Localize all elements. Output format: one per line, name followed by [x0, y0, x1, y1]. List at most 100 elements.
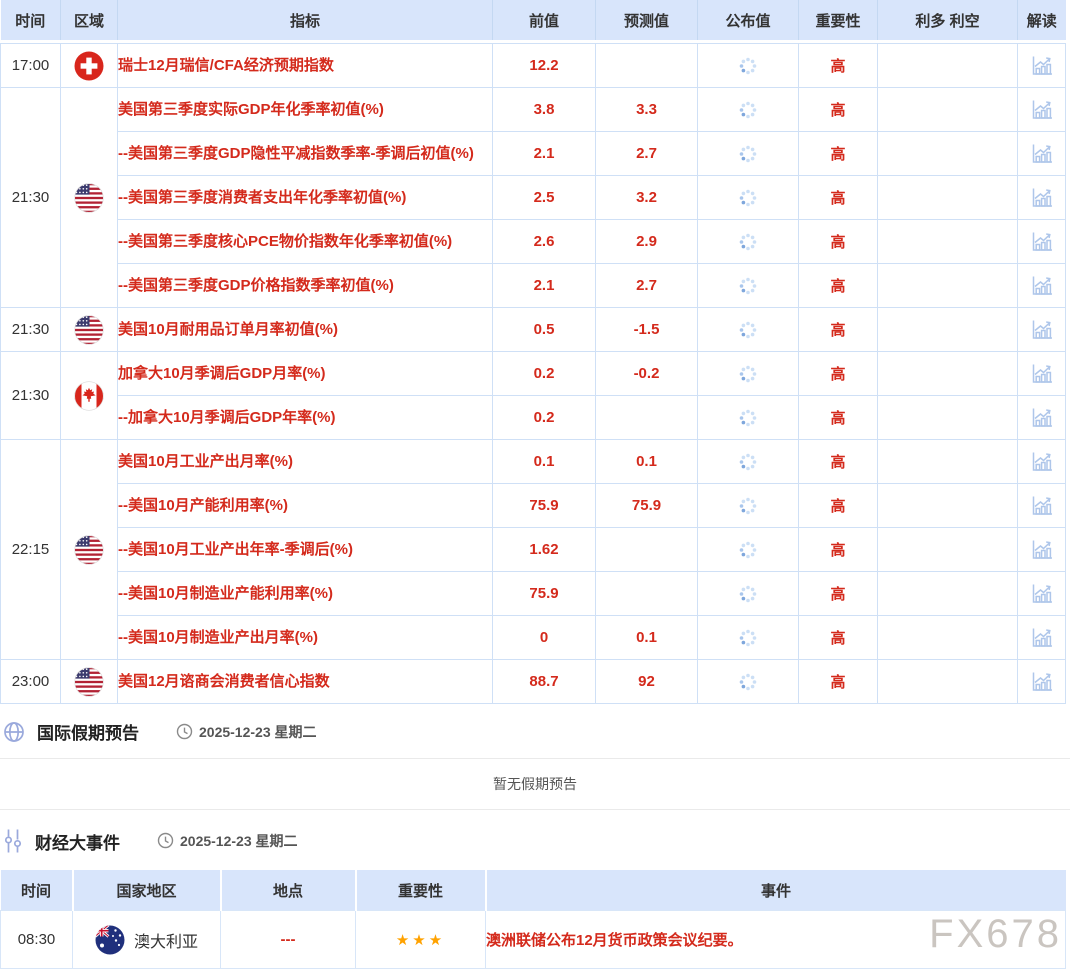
events-col-header-0: 时间: [0, 870, 73, 911]
loading-spinner-icon: [697, 527, 799, 572]
importance-badge: 高: [798, 219, 878, 264]
interpretation-chart-icon[interactable]: [1017, 483, 1066, 528]
usa-flag-icon: [60, 439, 118, 660]
interpretation-chart-icon[interactable]: [1017, 87, 1066, 132]
forecast-value: 2.9: [595, 219, 698, 264]
interpretation-chart-icon[interactable]: [1017, 219, 1066, 264]
calendar-row: --美国第三季度GDP隐性平减指数季率-季调后初值(%) 2.1 2.7 高: [1, 131, 1066, 176]
indicator-cell[interactable]: 美国12月谘商会消费者信心指数: [117, 659, 493, 704]
forecast-value: [595, 43, 698, 88]
importance-stars: ★★★: [355, 910, 486, 969]
bullish-bearish-cell: [877, 395, 1018, 440]
indicator-cell[interactable]: --美国10月制造业产能利用率(%): [117, 571, 493, 616]
calendar-col-header-2: 指标: [117, 0, 493, 40]
time-cell: 22:15: [0, 439, 61, 660]
holiday-section-date: 2025-12-23 星期二: [176, 722, 317, 742]
canada-flag-icon: [60, 351, 118, 440]
previous-value: 0.2: [492, 395, 596, 440]
interpretation-chart-icon[interactable]: [1017, 351, 1066, 396]
indicator-cell[interactable]: --美国10月产能利用率(%): [117, 483, 493, 528]
forecast-value: -1.5: [595, 307, 698, 352]
calendar-row: 21:30 加拿大10月季调后GDP月率(%) 0.2 -0.2 高: [0, 351, 1066, 440]
event-time-cell: 08:30: [0, 910, 73, 969]
importance-badge: 高: [798, 615, 878, 660]
holiday-section-header: 国际假期预告 2025-12-23 星期二: [0, 704, 1070, 759]
interpretation-chart-icon[interactable]: [1017, 659, 1066, 704]
forecast-value: 92: [595, 659, 698, 704]
bullish-bearish-cell: [877, 439, 1018, 484]
importance-badge: 高: [798, 571, 878, 616]
loading-spinner-icon: [697, 263, 799, 308]
indicator-cell[interactable]: --美国10月制造业产出月率(%): [117, 615, 493, 660]
bullish-bearish-cell: [877, 351, 1018, 396]
interpretation-chart-icon[interactable]: [1017, 43, 1066, 88]
indicator-cell[interactable]: --美国10月工业产出年率-季调后(%): [117, 527, 493, 572]
events-header-row: 时间 国家地区 地点 重要性 事件: [0, 870, 1066, 911]
previous-value: 75.9: [492, 571, 596, 616]
calendar-row: --美国10月制造业产能利用率(%) 75.9 高: [1, 571, 1066, 616]
indicator-cell[interactable]: --美国第三季度核心PCE物价指数年化季率初值(%): [117, 219, 493, 264]
loading-spinner-icon: [697, 219, 799, 264]
loading-spinner-icon: [697, 439, 799, 484]
previous-value: 0.2: [492, 351, 596, 396]
event-description[interactable]: 澳洲联储公布12月货币政策会议纪要。: [485, 910, 1066, 969]
loading-spinner-icon: [697, 483, 799, 528]
switzerland-flag-icon: [60, 43, 118, 88]
bullish-bearish-cell: [877, 659, 1018, 704]
calendar-col-header-0: 时间: [0, 0, 61, 40]
indicator-cell[interactable]: --美国第三季度GDP隐性平减指数季率-季调后初值(%): [117, 131, 493, 176]
interpretation-chart-icon[interactable]: [1017, 395, 1066, 440]
indicator-cell[interactable]: 美国10月工业产出月率(%): [117, 439, 493, 484]
events-col-header-2: 地点: [219, 870, 356, 911]
indicator-cell[interactable]: --美国第三季度GDP价格指数季率初值(%): [117, 263, 493, 308]
importance-badge: 高: [798, 439, 878, 484]
loading-spinner-icon: [697, 87, 799, 132]
bullish-bearish-cell: [877, 307, 1018, 352]
indicator-cell[interactable]: --美国第三季度消费者支出年化季率初值(%): [117, 175, 493, 220]
previous-value: 0: [492, 615, 596, 660]
indicator-cell[interactable]: --加拿大10月季调后GDP年率(%): [117, 395, 493, 440]
interpretation-chart-icon[interactable]: [1017, 263, 1066, 308]
interpretation-chart-icon[interactable]: [1017, 131, 1066, 176]
events-col-header-3: 重要性: [354, 870, 486, 911]
forecast-value: [595, 527, 698, 572]
calendar-col-header-8: 解读: [1017, 0, 1066, 40]
events-table: 时间 国家地区 地点 重要性 事件 08:30 澳大利亚 --- ★★★ 澳洲联储公布12月货…: [0, 870, 1066, 969]
bullish-bearish-cell: [877, 615, 1018, 660]
indicator-cell[interactable]: 瑞士12月瑞信/CFA经济预期指数: [117, 43, 493, 88]
holiday-date-text: 2025-12-23 星期二: [199, 723, 317, 740]
loading-spinner-icon: [697, 615, 799, 660]
forecast-value: -0.2: [595, 351, 698, 396]
events-col-header-4: 事件: [484, 870, 1066, 911]
forecast-value: 75.9: [595, 483, 698, 528]
calendar-col-header-1: 区域: [60, 0, 118, 40]
loading-spinner-icon: [697, 307, 799, 352]
calendar-row: 21:30 美国第三季度实际GDP年化季率初值(%) 3.8 3.3 高: [0, 87, 1066, 308]
interpretation-chart-icon[interactable]: [1017, 307, 1066, 352]
event-row: 08:30 澳大利亚 --- ★★★ 澳洲联储公布12月货币政策会议纪要。: [0, 910, 1066, 969]
events-section-date: 2025-12-23 星期二: [157, 831, 298, 851]
usa-flag-icon: [60, 307, 118, 352]
importance-badge: 高: [798, 307, 878, 352]
loading-spinner-icon: [697, 175, 799, 220]
australia-flag-icon: [95, 925, 125, 955]
interpretation-chart-icon[interactable]: [1017, 571, 1066, 616]
importance-badge: 高: [798, 483, 878, 528]
interpretation-chart-icon[interactable]: [1017, 175, 1066, 220]
indicator-cell[interactable]: 美国10月耐用品订单月率初值(%): [117, 307, 493, 352]
bullish-bearish-cell: [877, 483, 1018, 528]
importance-badge: 高: [798, 351, 878, 396]
interpretation-chart-icon[interactable]: [1017, 527, 1066, 572]
clock-icon: [176, 723, 193, 741]
interpretation-chart-icon[interactable]: [1017, 615, 1066, 660]
bullish-bearish-cell: [877, 263, 1018, 308]
previous-value: 0.1: [492, 439, 596, 484]
importance-badge: 高: [798, 87, 878, 132]
interpretation-chart-icon[interactable]: [1017, 439, 1066, 484]
calendar-row: 22:15 美国10月工业产出月率(%) 0.1 0.1 高: [0, 439, 1066, 660]
calendar-row: 17:00 瑞士12月瑞信/CFA经济预期指数 12.2 高: [0, 43, 1066, 88]
indicator-cell[interactable]: 加拿大10月季调后GDP月率(%): [117, 351, 493, 396]
indicator-cell[interactable]: 美国第三季度实际GDP年化季率初值(%): [117, 87, 493, 132]
forecast-value: 3.2: [595, 175, 698, 220]
previous-value: 2.1: [492, 131, 596, 176]
